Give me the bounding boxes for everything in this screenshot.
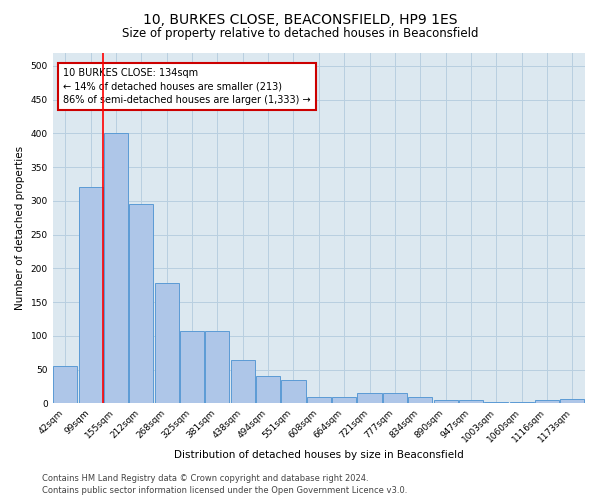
Bar [130, 204, 154, 404]
Text: 10, BURKES CLOSE, BEACONSFIELD, HP9 1ES: 10, BURKES CLOSE, BEACONSFIELD, HP9 1ES [143, 12, 457, 26]
Bar [53, 366, 77, 404]
Bar [560, 398, 584, 404]
Bar [332, 396, 356, 404]
Bar [358, 392, 382, 404]
Bar [205, 331, 229, 404]
Text: Contains HM Land Registry data © Crown copyright and database right 2024.
Contai: Contains HM Land Registry data © Crown c… [42, 474, 407, 495]
Bar [484, 402, 508, 404]
Text: 10 BURKES CLOSE: 134sqm
← 14% of detached houses are smaller (213)
86% of semi-d: 10 BURKES CLOSE: 134sqm ← 14% of detache… [64, 68, 311, 104]
Bar [281, 380, 305, 404]
Bar [434, 400, 458, 404]
Bar [155, 284, 179, 404]
Bar [256, 376, 280, 404]
Bar [231, 360, 255, 404]
X-axis label: Distribution of detached houses by size in Beaconsfield: Distribution of detached houses by size … [174, 450, 464, 460]
Bar [408, 398, 432, 404]
Bar [180, 330, 204, 404]
Bar [104, 134, 128, 404]
Y-axis label: Number of detached properties: Number of detached properties [15, 146, 25, 310]
Bar [307, 396, 331, 404]
Text: Size of property relative to detached houses in Beaconsfield: Size of property relative to detached ho… [122, 28, 478, 40]
Bar [535, 400, 559, 404]
Bar [459, 400, 483, 404]
Bar [383, 392, 407, 404]
Bar [79, 188, 103, 404]
Bar [509, 402, 533, 404]
